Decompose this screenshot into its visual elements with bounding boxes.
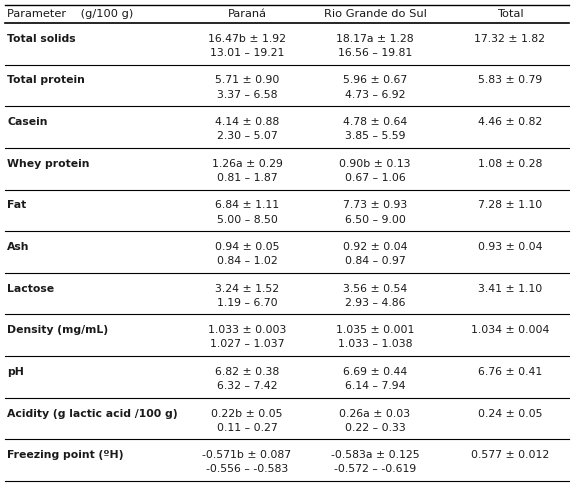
Text: Whey protein: Whey protein [7,159,90,169]
Text: Casein: Casein [7,117,48,127]
Text: Total protein: Total protein [7,75,85,86]
Text: 3.24 ± 1.52: 3.24 ± 1.52 [215,284,279,294]
Text: 5.00 – 8.50: 5.00 – 8.50 [216,214,277,225]
Text: 2.30 – 5.07: 2.30 – 5.07 [216,131,277,141]
Text: 3.85 – 5.59: 3.85 – 5.59 [345,131,405,141]
Text: 6.50 – 9.00: 6.50 – 9.00 [344,214,405,225]
Text: 4.78 ± 0.64: 4.78 ± 0.64 [343,117,407,127]
Text: 6.82 ± 0.38: 6.82 ± 0.38 [215,367,279,377]
Text: 6.69 ± 0.44: 6.69 ± 0.44 [343,367,407,377]
Text: Ash: Ash [7,242,29,252]
Text: 4.73 – 6.92: 4.73 – 6.92 [345,89,405,100]
Text: 1.033 – 1.038: 1.033 – 1.038 [338,339,412,349]
Text: -0.556 – -0.583: -0.556 – -0.583 [206,464,288,474]
Text: -0.572 – -0.619: -0.572 – -0.619 [334,464,416,474]
Text: 7.73 ± 0.93: 7.73 ± 0.93 [343,200,407,210]
Text: Fat: Fat [7,200,26,210]
Text: 4.46 ± 0.82: 4.46 ± 0.82 [478,117,542,127]
Text: Parameter    (g/100 g): Parameter (g/100 g) [7,9,133,19]
Text: 5.71 ± 0.90: 5.71 ± 0.90 [215,75,279,86]
Text: 0.577 ± 0.012: 0.577 ± 0.012 [471,450,549,460]
Text: 0.90b ± 0.13: 0.90b ± 0.13 [339,159,411,169]
Text: 0.81 – 1.87: 0.81 – 1.87 [217,173,277,183]
Text: 16.47b ± 1.92: 16.47b ± 1.92 [208,34,286,44]
Text: Total solids: Total solids [7,34,76,44]
Text: -0.583a ± 0.125: -0.583a ± 0.125 [331,450,420,460]
Text: 1.19 – 6.70: 1.19 – 6.70 [217,298,277,308]
Text: 4.14 ± 0.88: 4.14 ± 0.88 [215,117,279,127]
Text: 1.027 – 1.037: 1.027 – 1.037 [210,339,284,349]
Text: Acidity (g lactic acid /100 g): Acidity (g lactic acid /100 g) [7,409,177,418]
Text: -0.571b ± 0.087: -0.571b ± 0.087 [203,450,292,460]
Text: 5.96 ± 0.67: 5.96 ± 0.67 [343,75,407,86]
Text: 16.56 – 19.81: 16.56 – 19.81 [338,48,412,58]
Text: 0.84 – 1.02: 0.84 – 1.02 [216,256,277,266]
Text: Total: Total [497,9,523,19]
Text: 0.26a ± 0.03: 0.26a ± 0.03 [339,409,410,418]
Text: pH: pH [7,367,24,377]
Text: 0.94 ± 0.05: 0.94 ± 0.05 [215,242,279,252]
Text: Freezing point (ºH): Freezing point (ºH) [7,450,123,460]
Text: 1.26a ± 0.29: 1.26a ± 0.29 [212,159,282,169]
Text: 0.22b ± 0.05: 0.22b ± 0.05 [211,409,283,418]
Text: Paraná: Paraná [227,9,266,19]
Text: 2.93 – 4.86: 2.93 – 4.86 [345,298,405,308]
Text: 3.56 ± 0.54: 3.56 ± 0.54 [343,284,407,294]
Text: 1.033 ± 0.003: 1.033 ± 0.003 [208,325,286,335]
Text: 3.37 – 6.58: 3.37 – 6.58 [217,89,277,100]
Text: 0.92 ± 0.04: 0.92 ± 0.04 [343,242,407,252]
Text: 5.83 ± 0.79: 5.83 ± 0.79 [478,75,542,86]
Text: 6.14 – 7.94: 6.14 – 7.94 [345,381,405,391]
Text: 17.32 ± 1.82: 17.32 ± 1.82 [475,34,545,44]
Text: Rio Grande do Sul: Rio Grande do Sul [324,9,426,19]
Text: 0.22 – 0.33: 0.22 – 0.33 [344,423,405,433]
Text: 6.32 – 7.42: 6.32 – 7.42 [217,381,277,391]
Text: 6.76 ± 0.41: 6.76 ± 0.41 [478,367,542,377]
Text: 0.11 – 0.27: 0.11 – 0.27 [216,423,277,433]
Text: 0.84 – 0.97: 0.84 – 0.97 [344,256,405,266]
Text: Density (mg/mL): Density (mg/mL) [7,325,108,335]
Text: 13.01 – 19.21: 13.01 – 19.21 [210,48,284,58]
Text: 1.035 ± 0.001: 1.035 ± 0.001 [336,325,414,335]
Text: 0.67 – 1.06: 0.67 – 1.06 [344,173,405,183]
Text: 3.41 ± 1.10: 3.41 ± 1.10 [478,284,542,294]
Text: 1.08 ± 0.28: 1.08 ± 0.28 [478,159,542,169]
Text: 7.28 ± 1.10: 7.28 ± 1.10 [478,200,542,210]
Text: 6.84 ± 1.11: 6.84 ± 1.11 [215,200,279,210]
Text: 0.93 ± 0.04: 0.93 ± 0.04 [478,242,542,252]
Text: 1.034 ± 0.004: 1.034 ± 0.004 [471,325,549,335]
Text: Lactose: Lactose [7,284,54,294]
Text: 0.24 ± 0.05: 0.24 ± 0.05 [478,409,542,418]
Text: 18.17a ± 1.28: 18.17a ± 1.28 [336,34,414,44]
